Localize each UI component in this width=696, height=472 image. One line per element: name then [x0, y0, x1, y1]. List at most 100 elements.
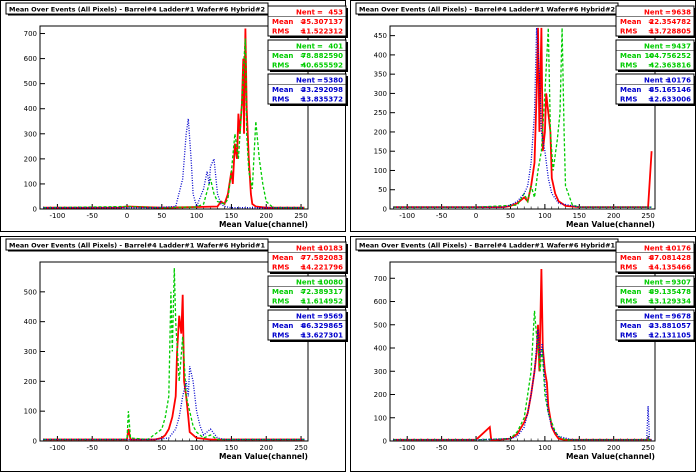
stat-sep: = — [317, 43, 323, 51]
stat-sep: = — [300, 322, 306, 330]
y-tick-label: 200 — [24, 155, 37, 163]
stat-value: 14.135466 — [649, 264, 691, 272]
x-tick-label: -50 — [86, 212, 97, 220]
stat-key: RMS — [272, 62, 289, 70]
pad-frame — [350, 0, 696, 232]
stat-value: 13.129334 — [649, 298, 691, 306]
stat-key: Nent — [644, 245, 664, 253]
y-tick-label: 500 — [24, 288, 37, 296]
stat-key: Nent — [296, 77, 316, 85]
y-tick-label: 300 — [374, 90, 387, 98]
x-tick-label: -100 — [399, 212, 415, 220]
y-tick-label: 100 — [374, 167, 387, 175]
y-tick-label: 150 — [374, 148, 387, 156]
stat-sep: = — [665, 279, 671, 287]
y-tick-label: 50 — [378, 186, 387, 194]
chart-pad-2: Mean Over Events (All Pixels) - Barrel#4… — [350, 0, 696, 232]
stat-sep: = — [665, 313, 671, 321]
stat-value: 104.756252 — [645, 52, 692, 60]
stat-key: Nent — [644, 313, 664, 321]
stat-value: 9437 — [672, 43, 692, 51]
chart-title: Mean Over Events (All Pixels) - Barrel#4… — [359, 242, 616, 250]
stat-value: 9307 — [672, 279, 692, 287]
stat-value: 33.881057 — [649, 322, 691, 330]
x-tick-label: -50 — [436, 212, 447, 220]
stat-key: Mean — [620, 86, 641, 94]
stat-sep: = — [648, 28, 654, 36]
x-tick-label: 150 — [225, 444, 238, 452]
stat-value: 86.329865 — [301, 322, 343, 330]
stat-sep: = — [648, 62, 654, 70]
stat-value: 9638 — [672, 9, 692, 17]
y-tick-label: 400 — [374, 51, 387, 59]
stat-sep: = — [300, 28, 306, 36]
x-axis-label: Mean Value(channel) — [566, 452, 655, 461]
x-tick-label: 0 — [125, 212, 129, 220]
stat-key: Nent — [296, 279, 316, 287]
stat-value: 5380 — [324, 77, 344, 85]
stat-value: 40.655592 — [301, 62, 343, 70]
stat-key: Mean — [620, 254, 641, 262]
stat-key: Mean — [272, 52, 293, 60]
stat-sep: = — [300, 52, 306, 60]
x-tick-label: 200 — [260, 212, 273, 220]
stat-sep: = — [300, 254, 306, 262]
y-tick-label: 350 — [374, 71, 387, 79]
series-line-2 — [43, 267, 305, 441]
series-line-1 — [393, 27, 653, 208]
stat-sep: = — [300, 288, 306, 296]
stat-value: 11.522312 — [301, 28, 343, 36]
y-tick-label: 400 — [24, 318, 37, 326]
stat-key: Mean — [272, 254, 293, 262]
stat-value: 72.389317 — [301, 288, 343, 296]
x-tick-label: -100 — [399, 444, 415, 452]
stat-value: 453 — [328, 9, 343, 17]
stat-sep: = — [300, 264, 306, 272]
stat-value: 9678 — [672, 313, 692, 321]
y-tick-label: 400 — [24, 105, 37, 113]
y-tick-label: 300 — [24, 348, 37, 356]
plot-area — [389, 25, 656, 210]
stat-value: 12.633006 — [649, 96, 691, 104]
y-tick-label: 500 — [24, 80, 37, 88]
series-line-2 — [393, 310, 652, 441]
x-tick-label: 250 — [294, 444, 307, 452]
stat-value: 11.614952 — [301, 298, 343, 306]
stat-key: Nent — [644, 9, 664, 17]
stat-key: Mean — [620, 322, 641, 330]
x-tick-label: 250 — [294, 212, 307, 220]
stat-value: 87.081428 — [649, 254, 691, 262]
stat-value: 14.221796 — [301, 264, 343, 272]
stat-key: Nent — [644, 77, 664, 85]
chart-title-box: Mean Over Events (All Pixels) - Barrel#4… — [355, 2, 620, 16]
series-line-1 — [43, 28, 305, 209]
stat-key: Nent — [296, 43, 316, 51]
stat-value: 13.835372 — [301, 96, 343, 104]
x-tick-label: 200 — [607, 444, 620, 452]
stat-key: RMS — [272, 28, 289, 36]
stat-sep: = — [665, 77, 671, 85]
y-tick-label: 700 — [24, 30, 37, 38]
stat-sep: = — [648, 264, 654, 272]
x-tick-label: 150 — [573, 444, 586, 452]
y-tick-label: 600 — [374, 298, 387, 306]
stat-sep: = — [300, 332, 306, 340]
stat-key: Mean — [620, 18, 641, 26]
stat-value: 85.165146 — [649, 86, 691, 94]
stat-value: 401 — [328, 43, 343, 51]
stat-value: 12.131105 — [649, 332, 691, 340]
chart-title: Mean Over Events (All Pixels) - Barrel#4… — [9, 242, 266, 250]
stat-key: RMS — [620, 332, 637, 340]
stat-value: 10176 — [667, 77, 691, 85]
y-tick-label: 200 — [374, 391, 387, 399]
stat-sep: = — [648, 96, 654, 104]
stat-sep: = — [317, 279, 323, 287]
y-tick-label: 100 — [24, 180, 37, 188]
x-tick-label: 50 — [506, 212, 515, 220]
pad-frame — [0, 0, 346, 232]
